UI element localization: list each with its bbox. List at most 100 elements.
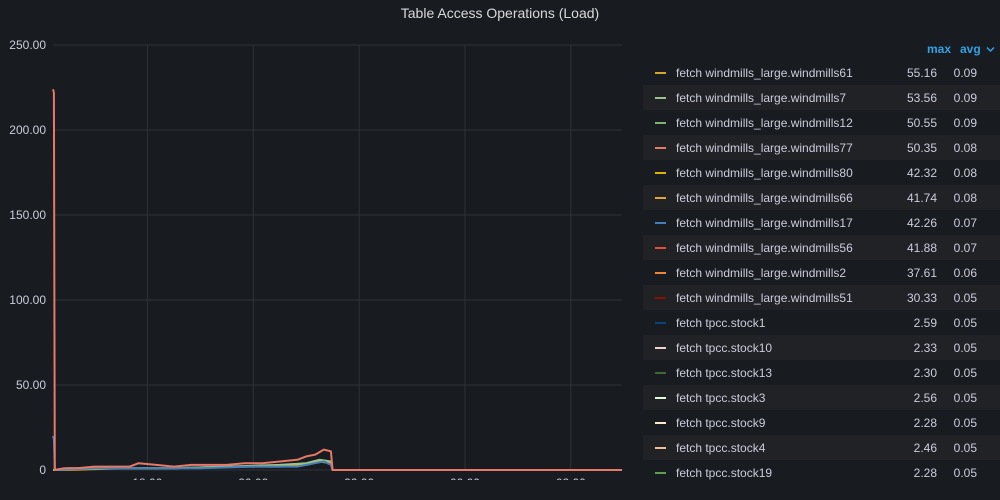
series-color-swatch[interactable]	[655, 172, 666, 174]
legend-avg-header-label: avg	[960, 42, 981, 56]
legend-item[interactable]: fetch windmills_large.windmills77 50.35 0.…	[643, 135, 1000, 160]
legend-item-name[interactable]: fetch tpcc.stock3	[676, 391, 877, 405]
legend-item[interactable]: fetch tpcc.stock1 2.59 0.05	[643, 310, 1000, 335]
legend-item-name[interactable]: fetch windmills_large.windmills77	[676, 141, 877, 155]
legend-item-max: 37.61	[877, 266, 937, 280]
legend-item-max: 50.55	[877, 116, 937, 130]
legend-item-avg: 0.08	[937, 191, 977, 205]
legend-item-max: 2.46	[877, 441, 937, 455]
legend-rows: fetch windmills_large.windmills61 55.16 0.…	[643, 60, 1000, 485]
x-tick-label: 20:00	[238, 476, 268, 480]
series-color-swatch[interactable]	[655, 447, 666, 449]
legend-item-max: 2.30	[877, 366, 937, 380]
legend-item-name[interactable]: fetch tpcc.stock4	[676, 441, 877, 455]
legend-max-header[interactable]: max	[921, 42, 951, 56]
series-color-swatch[interactable]	[655, 397, 666, 399]
series-color-swatch[interactable]	[655, 472, 666, 474]
series-color-swatch[interactable]	[655, 222, 666, 224]
legend-item[interactable]: fetch windmills_large.windmills51 30.33 0.…	[643, 285, 1000, 310]
legend-header: max avg	[643, 38, 1000, 60]
x-tick-label: 00:00	[450, 476, 480, 480]
legend-item[interactable]: fetch windmills_large.windmills56 41.88 0.…	[643, 235, 1000, 260]
y-tick-label: 0	[39, 463, 46, 477]
legend-item[interactable]: fetch tpcc.stock19 2.28 0.05	[643, 460, 1000, 485]
legend-item-avg: 0.09	[937, 116, 977, 130]
y-tick-label: 100.00	[9, 293, 46, 307]
legend-item-max: 2.56	[877, 391, 937, 405]
legend-item[interactable]: fetch windmills_large.windmills17 42.26 0.…	[643, 210, 1000, 235]
legend-item-avg: 0.05	[937, 316, 977, 330]
legend-item-name[interactable]: fetch tpcc.stock19	[676, 466, 877, 480]
legend: max avg fetch windmills_large.windmills6…	[643, 38, 1000, 485]
legend-item-name[interactable]: fetch windmills_large.windmills61	[676, 66, 877, 80]
legend-item-max: 42.32	[877, 166, 937, 180]
series-color-swatch[interactable]	[655, 347, 666, 349]
series-color-swatch[interactable]	[655, 122, 666, 124]
series-color-swatch[interactable]	[655, 372, 666, 374]
series-line	[53, 89, 622, 470]
legend-item-name[interactable]: fetch windmills_large.windmills2	[676, 266, 877, 280]
legend-item[interactable]: fetch tpcc.stock10 2.33 0.05	[643, 335, 1000, 360]
legend-item-avg: 0.06	[937, 266, 977, 280]
series-color-swatch[interactable]	[655, 297, 666, 299]
series-color-swatch[interactable]	[655, 322, 666, 324]
legend-item[interactable]: fetch windmills_large.windmills66 41.74 0.…	[643, 185, 1000, 210]
legend-item-max: 55.16	[877, 66, 937, 80]
series-color-swatch[interactable]	[655, 272, 666, 274]
series-line	[53, 436, 622, 470]
series-color-swatch[interactable]	[655, 72, 666, 74]
legend-item-name[interactable]: fetch windmills_large.windmills80	[676, 166, 877, 180]
legend-item-max: 2.33	[877, 341, 937, 355]
legend-item-max: 41.74	[877, 191, 937, 205]
plot-area[interactable]: 0 50.00 100.00 150.00 200.00 250.00 18:00 20:00…	[0, 30, 625, 480]
legend-item-name[interactable]: fetch tpcc.stock9	[676, 416, 877, 430]
series-color-swatch[interactable]	[655, 197, 666, 199]
legend-item-name[interactable]: fetch tpcc.stock13	[676, 366, 877, 380]
legend-item[interactable]: fetch windmills_large.windmills2 37.61 0.0…	[643, 260, 1000, 285]
y-tick-label: 150.00	[9, 208, 46, 222]
legend-item-avg: 0.05	[937, 391, 977, 405]
legend-item[interactable]: fetch windmills_large.windmills7 53.56 0.0…	[643, 85, 1000, 110]
legend-item-max: 53.56	[877, 91, 937, 105]
legend-item-name[interactable]: fetch windmills_large.windmills7	[676, 91, 877, 105]
legend-item-avg: 0.08	[937, 166, 977, 180]
legend-item-name[interactable]: fetch windmills_large.windmills51	[676, 291, 877, 305]
legend-item-avg: 0.07	[937, 241, 977, 255]
legend-item[interactable]: fetch windmills_large.windmills12 50.55 0.…	[643, 110, 1000, 135]
y-tick-label: 250.00	[9, 38, 46, 52]
legend-item[interactable]: fetch windmills_large.windmills80 42.32 0.…	[643, 160, 1000, 185]
legend-item-avg: 0.09	[937, 66, 977, 80]
x-tick-label: 02:00	[556, 476, 586, 480]
series-color-swatch[interactable]	[655, 247, 666, 249]
series-color-swatch[interactable]	[655, 422, 666, 424]
legend-item-name[interactable]: fetch tpcc.stock10	[676, 341, 877, 355]
legend-item-name[interactable]: fetch windmills_large.windmills56	[676, 241, 877, 255]
legend-item-name[interactable]: fetch windmills_large.windmills12	[676, 116, 877, 130]
panel-title[interactable]: Table Access Operations (Load)	[0, 5, 1000, 21]
x-tick-label: 18:00	[132, 476, 162, 480]
legend-item-avg: 0.05	[937, 441, 977, 455]
legend-item[interactable]: fetch tpcc.stock9 2.28 0.05	[643, 410, 1000, 435]
series-color-swatch[interactable]	[655, 147, 666, 149]
legend-item-name[interactable]: fetch windmills_large.windmills17	[676, 216, 877, 230]
series-color-swatch[interactable]	[655, 97, 666, 99]
legend-item[interactable]: fetch tpcc.stock13 2.30 0.05	[643, 360, 1000, 385]
legend-item-max: 30.33	[877, 291, 937, 305]
y-tick-label: 200.00	[9, 123, 46, 137]
legend-item[interactable]: fetch tpcc.stock4 2.46 0.05	[643, 435, 1000, 460]
legend-item-name[interactable]: fetch tpcc.stock1	[676, 316, 877, 330]
legend-item-max: 2.28	[877, 466, 937, 480]
legend-item-max: 42.26	[877, 216, 937, 230]
legend-item-avg: 0.08	[937, 141, 977, 155]
legend-item-avg: 0.05	[937, 466, 977, 480]
legend-item-max: 2.59	[877, 316, 937, 330]
legend-item-name[interactable]: fetch windmills_large.windmills66	[676, 191, 877, 205]
legend-item-avg: 0.05	[937, 341, 977, 355]
legend-item[interactable]: fetch tpcc.stock3 2.56 0.05	[643, 385, 1000, 410]
legend-avg-header[interactable]: avg	[960, 42, 1000, 56]
legend-item-avg: 0.05	[937, 416, 977, 430]
legend-item[interactable]: fetch windmills_large.windmills61 55.16 0.…	[643, 60, 1000, 85]
legend-item-avg: 0.09	[937, 91, 977, 105]
x-tick-label: 22:00	[344, 476, 374, 480]
